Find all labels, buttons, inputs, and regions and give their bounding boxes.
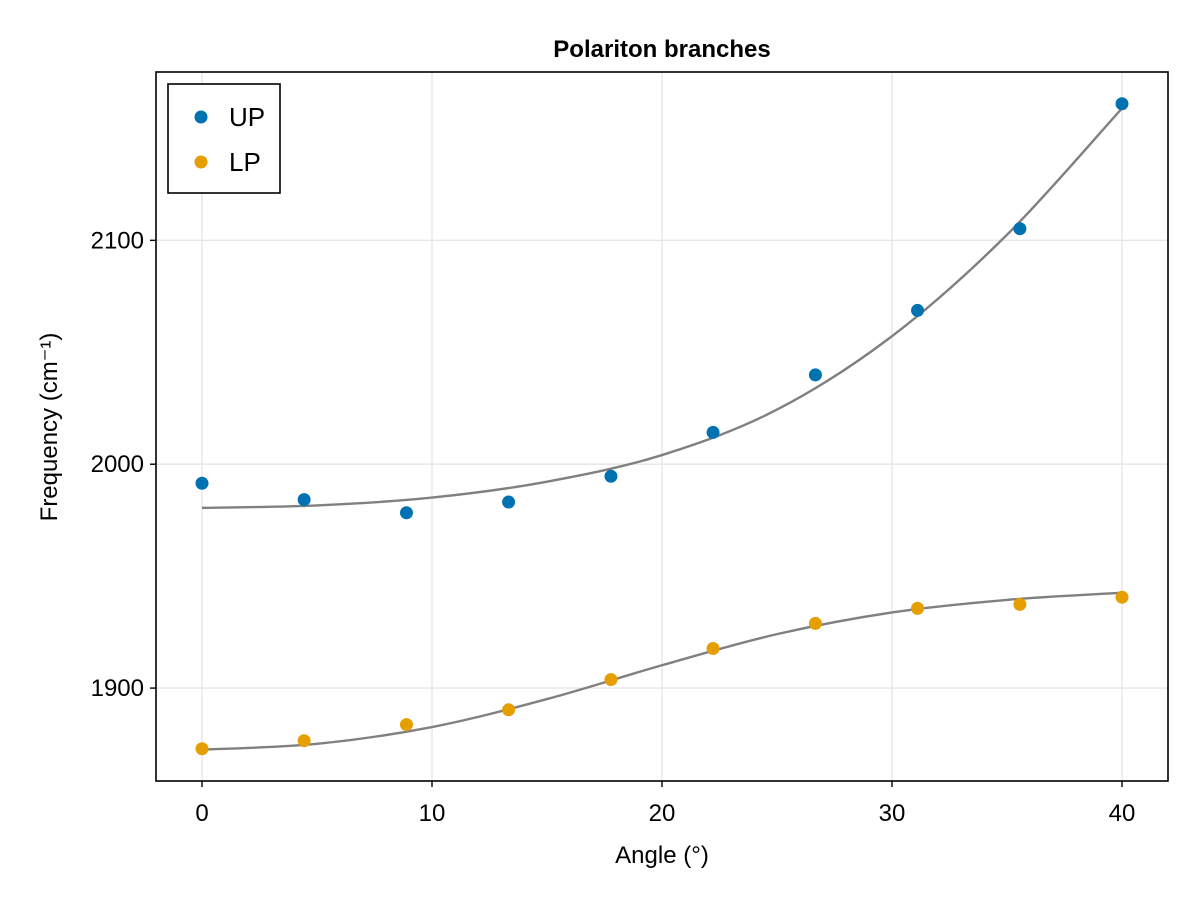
point-lp: [808, 616, 822, 630]
fit-curves: [201, 107, 1123, 751]
point-up: [399, 506, 413, 520]
data-points: [195, 97, 1129, 756]
fit-curve-1: [201, 591, 1123, 751]
point-lp: [1115, 590, 1129, 604]
y-axis-label: Frequency (cm⁻¹): [36, 333, 63, 522]
legend-marker-up: [194, 110, 208, 124]
grid: [156, 72, 1168, 781]
point-up: [706, 425, 720, 439]
legend-marker-lp: [194, 155, 208, 169]
point-lp: [1013, 597, 1027, 611]
x-axis-label: Angle (°): [615, 842, 709, 869]
x-axis-ticks: 0 10 20 30 40: [195, 781, 1135, 827]
point-up: [604, 469, 618, 483]
y-tick-label: 1900: [91, 675, 144, 702]
y-tick-label: 2100: [91, 227, 144, 254]
legend-label-lp: LP: [229, 147, 261, 177]
x-tick-label: 20: [649, 800, 676, 827]
x-tick-label: 40: [1109, 800, 1136, 827]
point-up: [502, 495, 516, 509]
x-tick-label: 30: [879, 800, 906, 827]
point-up: [195, 476, 209, 490]
legend-box: [167, 83, 281, 194]
point-lp: [706, 641, 720, 655]
x-tick-label: 0: [195, 800, 208, 827]
chart-title: Polariton branches: [553, 36, 770, 63]
point-up: [1115, 97, 1129, 111]
point-lp: [195, 742, 209, 756]
legend-label-up: UP: [229, 102, 265, 132]
point-up: [911, 303, 925, 317]
point-up: [297, 493, 311, 507]
fit-curve-0: [201, 107, 1123, 510]
point-lp: [911, 601, 925, 615]
point-lp: [399, 718, 413, 732]
point-lp: [297, 734, 311, 748]
y-tick-label: 2000: [91, 451, 144, 478]
legend: UP LP: [167, 83, 281, 194]
point-lp: [502, 703, 516, 717]
x-tick-label: 10: [419, 800, 446, 827]
point-up: [808, 368, 822, 382]
point-lp: [604, 673, 618, 687]
y-axis-ticks: 1900 2000 2100: [91, 227, 156, 702]
point-up: [1013, 222, 1027, 236]
